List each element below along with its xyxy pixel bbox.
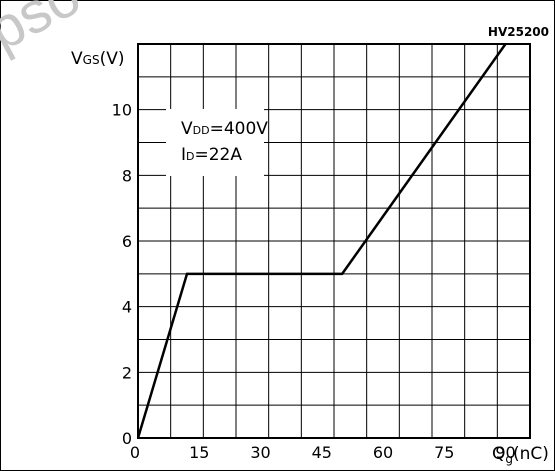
y-tick-label: 6 bbox=[122, 232, 132, 251]
annotation-id: ID=22A bbox=[181, 145, 242, 165]
x-axis-label: Qg(nC) bbox=[492, 444, 549, 466]
x-tick-label: 90 bbox=[495, 443, 515, 462]
part-id-label: HV25200 bbox=[488, 25, 549, 39]
y-tick-label: 10 bbox=[112, 101, 132, 120]
x-tick-label: 0 bbox=[130, 443, 140, 462]
x-tick-label: 60 bbox=[373, 443, 393, 462]
y-tick-label: 2 bbox=[122, 363, 132, 382]
y-tick-label: 0 bbox=[122, 429, 132, 448]
data-marks bbox=[136, 43, 507, 439]
vgs-curve bbox=[136, 43, 507, 439]
y-tick-label: 8 bbox=[122, 166, 132, 185]
annotation-vdd: VDD=400V bbox=[181, 119, 268, 139]
x-tick-label: 75 bbox=[434, 443, 454, 462]
annotation-box bbox=[166, 109, 264, 176]
plot-border bbox=[137, 43, 531, 439]
x-tick-label: 30 bbox=[250, 443, 270, 462]
grid-lines bbox=[138, 44, 530, 438]
tick-labels: 0 2 4 6 8 10 0 15 30 45 60 75 90 bbox=[112, 101, 516, 462]
y-axis-label: VGS(V) bbox=[71, 49, 124, 69]
x-tick-label: 45 bbox=[312, 443, 332, 462]
y-tick-label: 4 bbox=[122, 298, 132, 317]
x-tick-label: 15 bbox=[189, 443, 209, 462]
